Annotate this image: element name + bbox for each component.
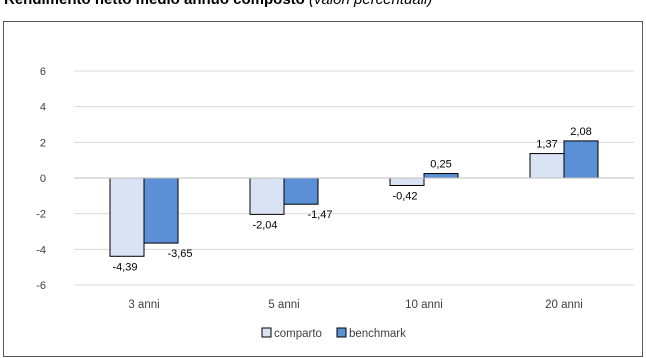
y-tick-label: 4 xyxy=(40,102,46,114)
chart-title-main: Rendimento netto medio annuo composto xyxy=(4,0,305,8)
x-tick-label: 20 anni xyxy=(545,299,583,311)
data-label: -3,65 xyxy=(167,248,192,260)
chart-title: Rendimento netto medio annuo composto (v… xyxy=(4,0,432,9)
y-tick-label: -2 xyxy=(36,209,46,221)
y-tick-label: 6 xyxy=(40,66,46,78)
data-label: 0,25 xyxy=(430,159,451,171)
bar-comparto xyxy=(249,177,285,215)
x-tick-label: 10 anni xyxy=(405,299,443,311)
x-tick-label: 5 anni xyxy=(268,299,299,311)
bar-comparto xyxy=(109,177,145,257)
bar-comparto xyxy=(389,177,425,186)
chart-title-unit: (valori percentuali) xyxy=(309,0,432,8)
y-tick-label: -6 xyxy=(36,280,46,292)
data-label: -0,42 xyxy=(392,190,417,202)
legend-swatch-comparto xyxy=(261,327,272,338)
y-tick-label: -4 xyxy=(36,244,46,256)
data-label: -4,39 xyxy=(112,261,137,273)
y-tick-label: 2 xyxy=(40,137,46,149)
data-label: 2,08 xyxy=(570,126,591,138)
legend-label-comparto: comparto xyxy=(274,328,322,340)
data-label: -1,47 xyxy=(307,209,332,221)
x-tick-label: 3 anni xyxy=(128,299,159,311)
legend-label-benchmark: benchmark xyxy=(349,328,406,340)
legend-swatch-benchmark xyxy=(336,327,347,338)
bar-benchmark xyxy=(563,140,599,179)
bar-benchmark xyxy=(143,177,179,244)
bar-comparto xyxy=(529,153,565,179)
bar-benchmark xyxy=(423,173,459,179)
data-label: -2,04 xyxy=(252,219,277,231)
bar-benchmark xyxy=(283,177,319,205)
y-tick-label: 0 xyxy=(40,173,46,185)
data-label: 1,37 xyxy=(536,139,557,151)
